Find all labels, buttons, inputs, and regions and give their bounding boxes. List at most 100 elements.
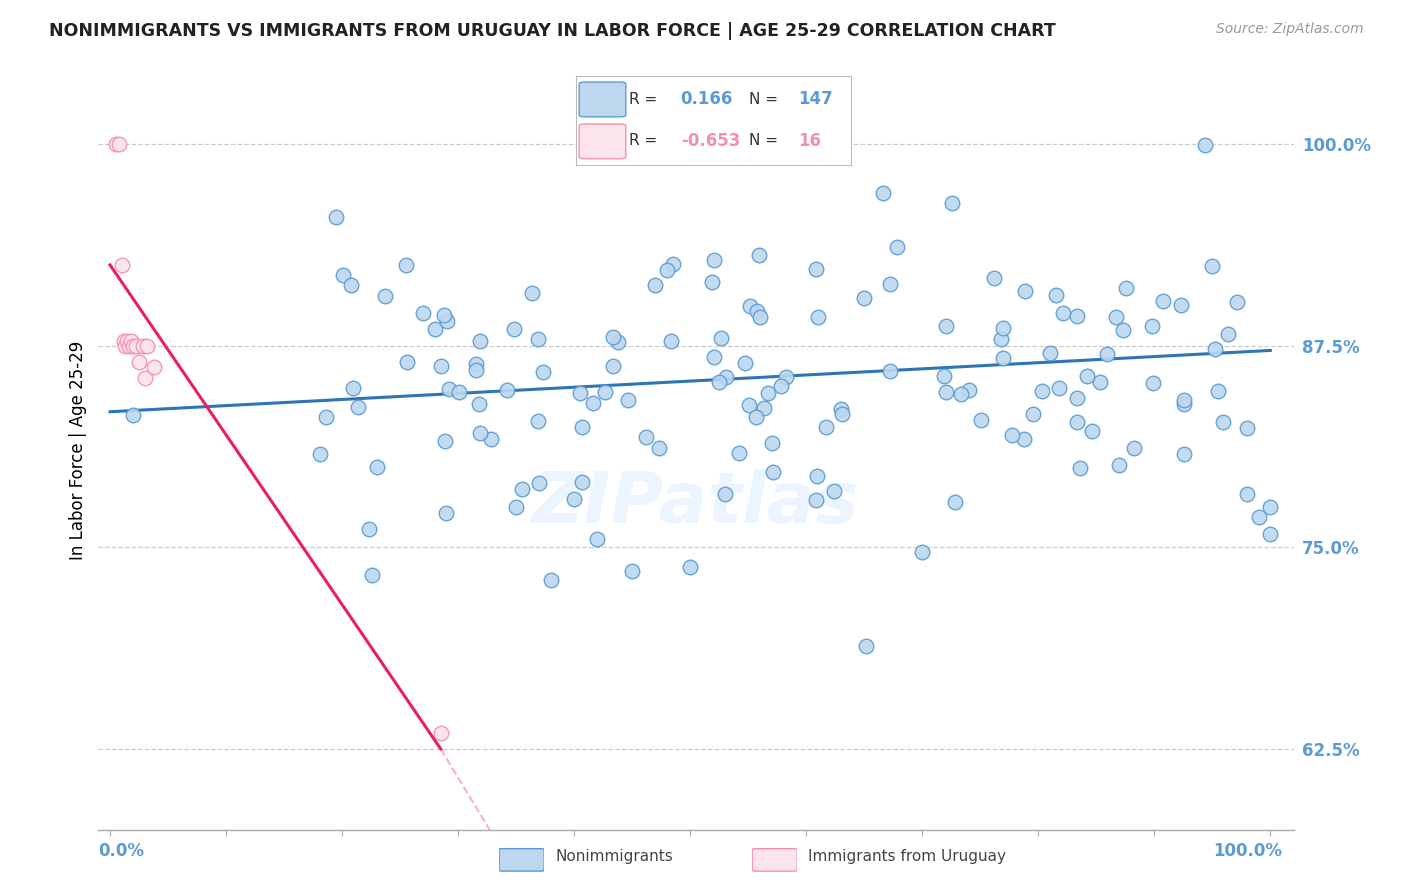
Point [1201, 259, 1223, 273]
Point [823, 483, 845, 498]
Point [366, 459, 388, 474]
Point [911, 545, 934, 559]
Point [447, 385, 470, 400]
Point [606, 334, 628, 349]
Point [395, 354, 418, 368]
Point [655, 263, 678, 277]
Text: 0.166: 0.166 [681, 90, 733, 108]
Point [970, 413, 993, 427]
Point [1045, 288, 1067, 302]
Point [529, 475, 551, 490]
Text: 0.0%: 0.0% [98, 842, 145, 861]
Point [124, 338, 146, 352]
Point [634, 430, 657, 444]
Point [872, 186, 894, 201]
Y-axis label: In Labor Force | Age 25-29: In Labor Force | Age 25-29 [69, 341, 87, 560]
Point [714, 369, 737, 384]
Point [586, 532, 609, 546]
Point [468, 397, 491, 411]
Point [540, 573, 562, 587]
Point [104, 136, 127, 151]
Point [1066, 309, 1088, 323]
Point [707, 375, 730, 389]
Point [562, 491, 585, 506]
Point [879, 277, 901, 292]
Point [1216, 327, 1239, 342]
Point [1140, 319, 1163, 334]
Point [346, 400, 368, 414]
Point [568, 385, 591, 400]
Point [437, 382, 460, 396]
Point [679, 559, 702, 574]
Point [1236, 420, 1258, 434]
Point [531, 365, 554, 379]
Text: 147: 147 [799, 90, 834, 108]
Point [423, 322, 446, 336]
Text: NONIMMIGRANTS VS IMMIGRANTS FROM URUGUAY IN LABOR FORCE | AGE 25-29 CORRELATION : NONIMMIGRANTS VS IMMIGRANTS FROM URUGUAY… [49, 22, 1056, 40]
Text: ZIPatlas: ZIPatlas [533, 469, 859, 538]
Point [527, 332, 550, 346]
Point [114, 338, 136, 352]
Point [429, 725, 451, 739]
Point [659, 334, 682, 348]
Point [1115, 281, 1137, 295]
Point [703, 351, 725, 365]
Text: -0.653: -0.653 [681, 132, 740, 150]
Point [738, 299, 761, 313]
Point [325, 210, 347, 224]
Point [806, 469, 828, 483]
Point [117, 338, 139, 352]
Point [945, 495, 967, 509]
Point [1066, 392, 1088, 406]
Text: N =: N = [749, 134, 778, 148]
Point [1206, 384, 1229, 398]
Point [855, 640, 877, 654]
Point [934, 369, 956, 384]
Point [1022, 407, 1045, 421]
Point [1173, 397, 1195, 411]
Point [602, 330, 624, 344]
Point [479, 432, 502, 446]
Point [112, 334, 135, 348]
Point [465, 358, 488, 372]
Point [775, 370, 797, 384]
Point [1123, 441, 1146, 455]
Point [744, 410, 766, 425]
Point [762, 465, 785, 479]
Point [703, 253, 725, 268]
Point [582, 396, 605, 410]
Point [122, 338, 145, 352]
Point [647, 441, 669, 455]
Point [804, 261, 827, 276]
Point [340, 278, 363, 293]
Point [117, 334, 139, 348]
Point [593, 385, 616, 400]
Point [309, 447, 332, 461]
Point [143, 359, 166, 374]
Point [433, 308, 456, 322]
Point [662, 257, 685, 271]
Point [1014, 285, 1036, 299]
FancyBboxPatch shape [499, 848, 544, 871]
Point [713, 487, 735, 501]
Point [495, 383, 517, 397]
Point [747, 304, 769, 318]
Point [1194, 138, 1216, 153]
Point [430, 359, 453, 373]
Point [935, 384, 957, 399]
Point [1076, 369, 1098, 384]
Point [935, 318, 957, 333]
Point [728, 446, 751, 460]
Point [108, 136, 131, 151]
Point [1047, 381, 1070, 395]
Point [1039, 346, 1062, 360]
Point [433, 434, 456, 448]
Point [1001, 428, 1024, 442]
Point [1226, 294, 1249, 309]
Point [761, 436, 783, 450]
Point [941, 196, 963, 211]
Point [1204, 342, 1226, 356]
Point [1258, 527, 1281, 541]
Point [111, 258, 134, 272]
Point [131, 338, 153, 352]
